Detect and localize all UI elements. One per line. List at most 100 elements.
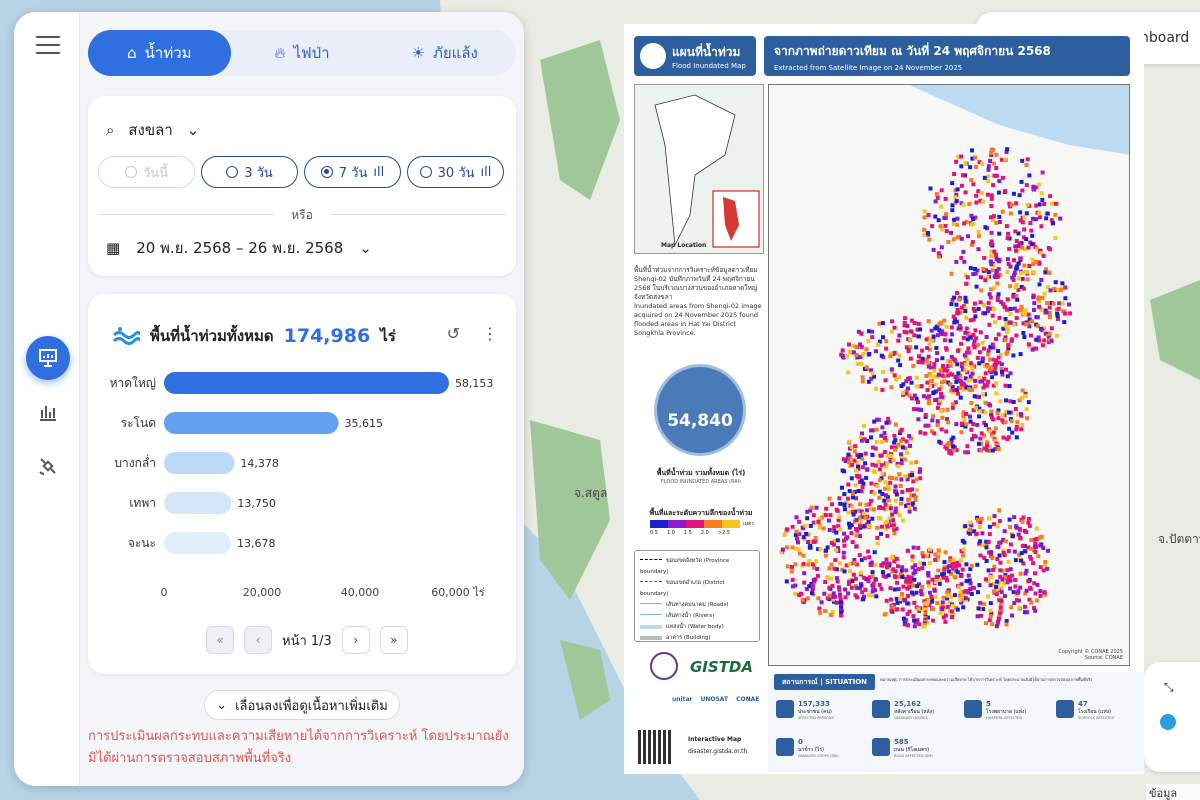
poster-logo-th: แผนที่น้ำท่วม (672, 44, 741, 59)
interactive-map-url: disaster.gistda.or.th (688, 748, 748, 755)
refresh-icon[interactable]: ↺ (446, 324, 460, 343)
poster-description: พื้นที่น้ำท่วมจากการวิเคราะห์ข้อมูลดาวเท… (634, 266, 768, 338)
map-label-pattani: จ.ปัตตานี (1158, 532, 1200, 546)
period-3-days[interactable]: 3 วัน (201, 156, 298, 188)
organization-logos: GISTDA unitar UNOSAT CONAE Interactive Map… (634, 652, 768, 764)
bar-value-label: 13,678 (237, 537, 276, 550)
hospital-icon (964, 700, 982, 718)
crop-icon (776, 738, 794, 756)
total-flood-value: 54,840 (667, 411, 733, 431)
bar-value-label: 14,378 (240, 457, 279, 470)
bar[interactable] (164, 412, 339, 434)
bar-category-label: เทพา (129, 496, 156, 510)
x-tick-label: 40,000 (341, 586, 380, 599)
rail-presentation-button[interactable] (26, 336, 70, 380)
tab-drought[interactable]: ☀ ภัยแล้ง (411, 44, 478, 62)
first-page-button[interactable]: « (206, 626, 234, 654)
fire-icon: 🔥︎ (274, 44, 286, 62)
card-actions: ↺ ⋮ (447, 324, 498, 343)
total-flood-caption-en: FLOOD INUNDATED AREAS (RAI) (660, 479, 742, 485)
bar-value-label: 13,750 (237, 497, 276, 510)
situation-note: หมายเหตุ: การประเมินผลกระทบและความเสียหา… (880, 677, 1093, 682)
province-label: สงขลา (128, 121, 173, 139)
scroll-more-label: เลื่อนลงเพื่อดูเนื้อหาเพิ่มเติม (235, 698, 388, 714)
bar[interactable] (164, 452, 235, 474)
total-flood-caption: พื้นที่น้ำท่วม รวมทั้งหมด (ไร่) (656, 469, 746, 477)
period-options: วันนี้ 3 วัน 7 วัน ıll 30 วัน ıll (98, 156, 504, 188)
poster-desc-th: พื้นที่น้ำท่วมจากการวิเคราะห์ข้อมูลดาวเท… (634, 266, 758, 301)
rail-satellite-button[interactable] (26, 444, 70, 488)
stat-schools: 47 โรงเรียน (แห่ง) SCHOOLS AFFECTED (1056, 700, 1114, 720)
summary-total: 174,986 (283, 325, 371, 347)
poster-logo-en: Flood Inundated Map (672, 61, 746, 70)
or-divider: หรือ (98, 206, 506, 225)
total-flood-badge: 54,840 (654, 364, 746, 456)
side-panel: ⌂ น้ำท่วม 🔥︎ ไฟป่า ☀ ภัยแล้ง ⌕ สงขลา ⌄ วันน… (14, 12, 524, 786)
flood-extent-map: Copyright © CONAE 2025 Source: CONAE (768, 84, 1130, 666)
bars-icon: ıll (480, 164, 492, 180)
map-legend: ขอบเขตจังหวัด (Province boundary) ขอบเขต… (634, 550, 760, 642)
tab-fire[interactable]: 🔥︎ ไฟป่า (274, 44, 330, 62)
partner-logos: unitar UNOSAT CONAE (672, 696, 760, 703)
flood-extent-canvas (779, 85, 1129, 629)
flood-icon: ⌂ (127, 44, 137, 62)
period-30-days[interactable]: 30 วัน ıll (407, 156, 504, 188)
bar-category-label: ระโนด (121, 416, 156, 430)
calendar-icon: ▦ (106, 239, 121, 257)
satellite-icon (39, 458, 56, 475)
poster-logo: แผนที่น้ำท่วม Flood Inundated Map (634, 36, 756, 76)
layer-dot-icon (1160, 714, 1176, 730)
bar[interactable] (164, 532, 232, 554)
stat-hospitals: 5 โรงพยาบาล (แห่ง) HOSPITAL AFFECTED (964, 700, 1026, 720)
road-icon (872, 738, 890, 756)
presentation-icon (39, 349, 57, 367)
bar[interactable] (164, 372, 449, 394)
province-select[interactable]: ⌕ สงขลา ⌄ (106, 118, 199, 142)
person-running-icon (776, 700, 794, 718)
stat-crops: 0 นาข้าว (ไร่) DAMAGED CROPS (RAI) (776, 738, 839, 758)
scroll-more-button[interactable]: ⌄ เลื่อนลงเพื่อดูเนื้อหาเพิ่มเติม (204, 690, 400, 720)
expand-icon[interactable]: ⤡ (1164, 680, 1174, 694)
chevron-down-icon: ⌄ (359, 239, 372, 257)
map-attribution[interactable]: ข้อมูลแผนที่ (1146, 784, 1200, 800)
filter-card: ⌕ สงขลา ⌄ วันนี้ 3 วัน 7 วัน ıll 30 วัน ıl… (88, 96, 516, 276)
flood-pixels (779, 147, 1073, 629)
layer-panel[interactable]: ⤡ (1144, 662, 1200, 772)
situation-panel: สถานการณ์ | SITUATION หมายเหตุ: การประเม… (768, 672, 1144, 772)
bar-chart-icon (40, 406, 56, 421)
menu-icon[interactable] (36, 36, 60, 54)
next-page-button[interactable]: › (341, 626, 370, 654)
prev-page-button[interactable]: ‹ (244, 626, 272, 654)
last-page-button[interactable]: » (379, 626, 408, 654)
disclaimer-text: การประเมินผลกระทบและความเสียหายได้จากการ… (88, 729, 509, 766)
more-vertical-icon[interactable]: ⋮ (482, 324, 498, 343)
house-icon (872, 700, 890, 718)
flood-summary-card: พื้นที่น้ำท่วมทั้งหมด 174,986 ไร่ ↺ ⋮ หา… (88, 294, 516, 674)
date-range-select[interactable]: ▦ 20 พ.ย. 2568 – 26 พ.ย. 2568 ⌄ (106, 236, 372, 260)
bar-category-label: บางกล่ำ (114, 454, 156, 470)
period-7-days[interactable]: 7 วัน ıll (304, 156, 401, 188)
pagination: « ‹ หน้า 1/3 › » (206, 626, 408, 654)
period-today[interactable]: วันนี้ (98, 156, 195, 188)
location-caption: Map Location (661, 242, 707, 249)
location-search-icon: ⌕ (106, 121, 115, 139)
poster-desc-en: Inundated areas from Shenqi-02 image acq… (634, 302, 762, 337)
wave-logo-icon (640, 43, 666, 69)
flood-map-poster[interactable]: แผนที่น้ำท่วม Flood Inundated Map จากภาพถ… (624, 24, 1144, 774)
stat-houses: 25,162 หลังคาเรือน (หลัง) DAMAGED HOUSES (872, 700, 934, 720)
tab-flood[interactable]: ⌂ น้ำท่วม (88, 30, 231, 76)
hazard-tabs: ⌂ น้ำท่วม 🔥︎ ไฟป่า ☀ ภัยแล้ง (88, 30, 516, 76)
situation-label: สถานการณ์ | SITUATION (774, 674, 876, 690)
summary-header: พื้นที่น้ำท่วมทั้งหมด 174,986 ไร่ (112, 324, 396, 348)
depth-color-scale: เมตร (650, 520, 754, 528)
bar[interactable] (164, 492, 232, 514)
poster-title-en: Extracted from Satellite Image on 24 Nov… (774, 64, 963, 72)
rail-chart-button[interactable] (26, 390, 70, 434)
district-bar-chart: หาดใหญ่ 58,153 ระโนด 35,615 บางกล่ำ 14,378 เทพ… (110, 372, 493, 599)
map-label-satun: จ.สตูล (574, 486, 608, 500)
bars-icon: ıll (373, 164, 385, 180)
location-inset-map: Map Location (634, 84, 764, 254)
x-tick-label: 0 (161, 586, 168, 599)
map-copyright: Copyright © CONAE 2025 Source: CONAE (1058, 649, 1123, 661)
page-indicator: หน้า 1/3 (282, 633, 332, 649)
